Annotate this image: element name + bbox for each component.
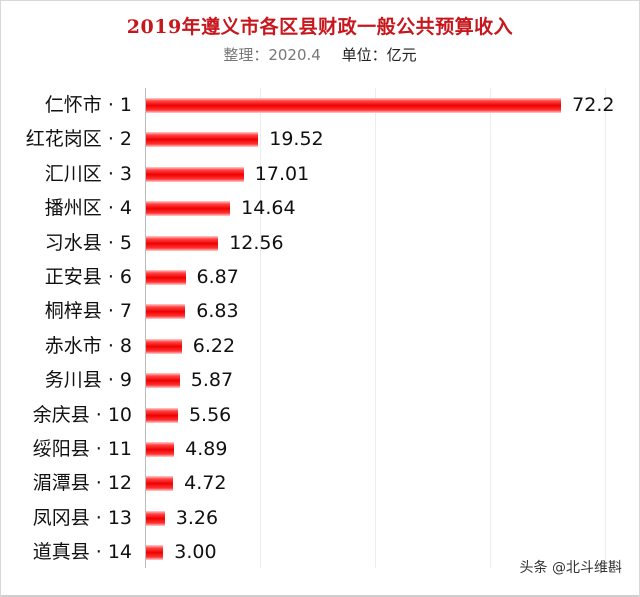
bar-row: 红花岗区 · 2 19.52	[0, 122, 640, 156]
category-label: 播州区 · 4	[44, 197, 132, 220]
category-label: 绥阳县 · 11	[32, 438, 132, 460]
value-label: 14.64	[241, 197, 296, 220]
value-label: 72.2	[572, 94, 615, 116]
bar-chart-plot: 仁怀市 · 1 72.2 红花岗区 · 2 19.52 汇川区 · 3 17.01 播州区 …	[0, 88, 640, 568]
bar	[146, 235, 219, 251]
bar	[146, 545, 164, 561]
value-label: 5.56	[188, 403, 232, 426]
value-label: 19.52	[269, 128, 324, 151]
bar-row: 道真县 · 14 3.00	[0, 535, 640, 569]
value-label: 4.72	[184, 472, 227, 495]
bar-row: 绥阳县 · 11 4.89	[0, 432, 640, 466]
bar	[146, 304, 186, 320]
bar	[146, 510, 165, 526]
value-label: 6.83	[196, 300, 239, 323]
gridline	[490, 88, 491, 568]
chart-title: 2019年遵义市各区县财政一般公共预算收入	[126, 16, 514, 38]
bar-row: 湄潭县 · 12 4.72	[0, 466, 640, 500]
bar	[146, 476, 174, 492]
category-label: 仁怀市 · 1	[44, 94, 132, 116]
bar	[146, 201, 231, 217]
category-label: 道真县 · 14	[32, 541, 132, 564]
bar	[146, 98, 562, 113]
bar-row: 余庆县 · 10 5.56	[0, 398, 640, 432]
category-label: 凤冈县 · 13	[32, 506, 132, 529]
bar	[146, 338, 182, 354]
value-label: 5.87	[190, 369, 234, 392]
bar	[146, 407, 178, 423]
bar-row: 仁怀市 · 1 72.2	[0, 88, 640, 122]
category-label: 习水县 · 5	[44, 231, 132, 254]
category-label: 桐梓县 · 7	[44, 300, 132, 323]
unit-label: 单位：亿元	[341, 46, 417, 64]
bar-row: 正安县 · 6 6.87	[0, 260, 640, 294]
value-label: 6.87	[196, 266, 239, 288]
bar-row: 播州区 · 4 14.64	[0, 191, 640, 225]
category-label: 正安县 · 6	[44, 266, 132, 288]
bar-row: 务川县 · 9 5.87	[0, 363, 640, 397]
bar	[146, 270, 186, 285]
compiled-date: 整理：2020.4	[223, 46, 321, 64]
bar	[146, 166, 244, 182]
gridline	[605, 88, 606, 568]
chart-subtitle: 整理：2020.4 单位：亿元	[0, 44, 640, 65]
category-label: 赤水市 · 8	[44, 334, 132, 357]
value-label: 6.22	[192, 334, 236, 357]
bar	[146, 132, 259, 148]
watermark: 头条 @北斗维斟	[519, 560, 622, 576]
y-axis-line	[145, 88, 146, 568]
bar-row: 习水县 · 5 12.56	[0, 226, 640, 260]
bar-row: 凤冈县 · 13 3.26	[0, 501, 640, 535]
bar-row: 赤水市 · 8 6.22	[0, 329, 640, 363]
value-label: 17.01	[254, 162, 310, 185]
gridline	[375, 88, 376, 568]
category-label: 汇川区 · 3	[44, 162, 132, 185]
bar-row: 汇川区 · 3 17.01	[0, 157, 640, 191]
value-label: 4.89	[185, 438, 228, 460]
category-label: 务川县 · 9	[44, 369, 132, 392]
value-label: 3.26	[175, 506, 219, 529]
bar	[146, 442, 175, 457]
bar	[146, 373, 180, 389]
category-label: 余庆县 · 10	[32, 403, 132, 426]
category-label: 湄潭县 · 12	[32, 472, 132, 495]
category-label: 红花岗区 · 2	[25, 128, 132, 151]
value-label: 3.00	[174, 541, 217, 564]
value-label: 12.56	[229, 231, 284, 254]
gridline	[260, 88, 261, 568]
bar-row: 桐梓县 · 7 6.83	[0, 294, 640, 328]
